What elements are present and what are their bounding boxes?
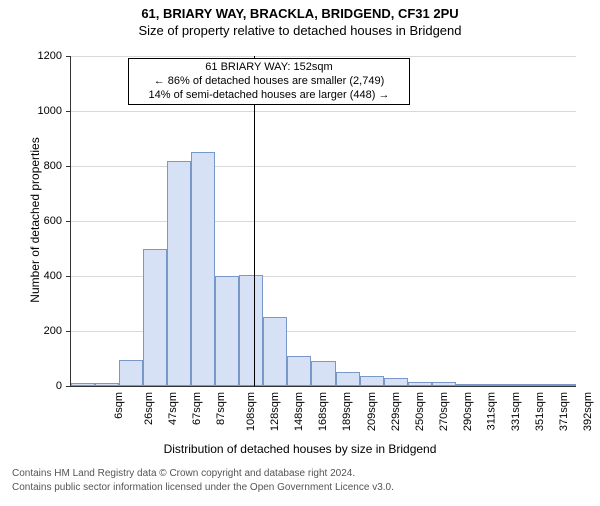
y-tick-label: 600 — [22, 215, 62, 227]
histogram-bar — [311, 361, 335, 386]
histogram-bar — [528, 384, 552, 386]
plot-area — [70, 56, 576, 387]
histogram-bar — [287, 356, 311, 386]
x-tick-label: 87sqm — [215, 392, 227, 425]
histogram-bar — [480, 384, 504, 386]
x-tick-label: 128sqm — [269, 392, 281, 431]
histogram-bar — [95, 383, 119, 386]
x-tick-label: 67sqm — [191, 392, 203, 425]
x-tick-label: 351sqm — [534, 392, 546, 431]
annotation-line2: ← 86% of detached houses are smaller (2,… — [134, 75, 404, 89]
histogram-bar — [336, 372, 360, 386]
y-tick-mark — [66, 276, 70, 277]
grid-line — [71, 111, 576, 112]
y-tick-mark — [66, 221, 70, 222]
footer-line2: Contains public sector information licen… — [12, 482, 394, 493]
histogram-bar — [191, 152, 215, 386]
histogram-bar — [408, 382, 432, 386]
histogram-bar — [167, 161, 191, 387]
histogram-bar — [263, 317, 287, 386]
x-tick-label: 148sqm — [293, 392, 305, 431]
x-tick-label: 250sqm — [414, 392, 426, 431]
x-tick-label: 209sqm — [366, 392, 378, 431]
histogram-bar — [119, 360, 143, 386]
y-tick-mark — [66, 111, 70, 112]
histogram-bar — [360, 376, 384, 386]
y-tick-mark — [66, 331, 70, 332]
x-tick-label: 392sqm — [582, 392, 594, 431]
annotation-box: 61 BRIARY WAY: 152sqm ← 86% of detached … — [128, 58, 410, 105]
marker-line — [254, 56, 255, 386]
y-tick-label: 800 — [22, 160, 62, 172]
y-tick-mark — [66, 166, 70, 167]
x-tick-label: 331sqm — [510, 392, 522, 431]
x-tick-label: 311sqm — [485, 392, 497, 430]
histogram-bar — [239, 275, 263, 386]
chart-container: 61, BRIARY WAY, BRACKLA, BRIDGEND, CF31 … — [0, 6, 600, 506]
annotation-line3: 14% of semi-detached houses are larger (… — [134, 89, 404, 103]
x-tick-label: 270sqm — [438, 392, 450, 431]
footer-line1: Contains HM Land Registry data © Crown c… — [12, 468, 355, 479]
histogram-bar — [504, 384, 528, 386]
histogram-bar — [552, 384, 576, 386]
y-tick-mark — [66, 386, 70, 387]
histogram-bar — [143, 249, 167, 387]
x-tick-label: 26sqm — [143, 392, 155, 425]
title-subtitle: Size of property relative to detached ho… — [0, 23, 600, 38]
y-tick-label: 200 — [22, 325, 62, 337]
y-tick-label: 1000 — [22, 105, 62, 117]
x-tick-label: 168sqm — [318, 392, 330, 431]
grid-line — [71, 221, 576, 222]
x-tick-label: 47sqm — [167, 392, 179, 425]
title-address: 61, BRIARY WAY, BRACKLA, BRIDGEND, CF31 … — [0, 6, 600, 21]
x-tick-label: 108sqm — [245, 392, 257, 431]
y-tick-label: 400 — [22, 270, 62, 282]
grid-line — [71, 166, 576, 167]
x-tick-label: 189sqm — [342, 392, 354, 431]
x-tick-label: 371sqm — [558, 392, 570, 431]
histogram-bar — [215, 276, 239, 386]
x-axis-label: Distribution of detached houses by size … — [0, 442, 600, 456]
x-tick-label: 290sqm — [462, 392, 474, 431]
y-tick-mark — [66, 56, 70, 57]
histogram-bar — [71, 383, 95, 386]
y-tick-label: 0 — [22, 380, 62, 392]
histogram-bar — [432, 382, 456, 386]
x-tick-label: 6sqm — [113, 392, 125, 419]
histogram-bar — [384, 378, 408, 386]
histogram-bar — [456, 384, 480, 386]
x-tick-label: 229sqm — [390, 392, 402, 431]
annotation-line1: 61 BRIARY WAY: 152sqm — [134, 61, 404, 75]
y-tick-label: 1200 — [22, 50, 62, 62]
grid-line — [71, 56, 576, 57]
